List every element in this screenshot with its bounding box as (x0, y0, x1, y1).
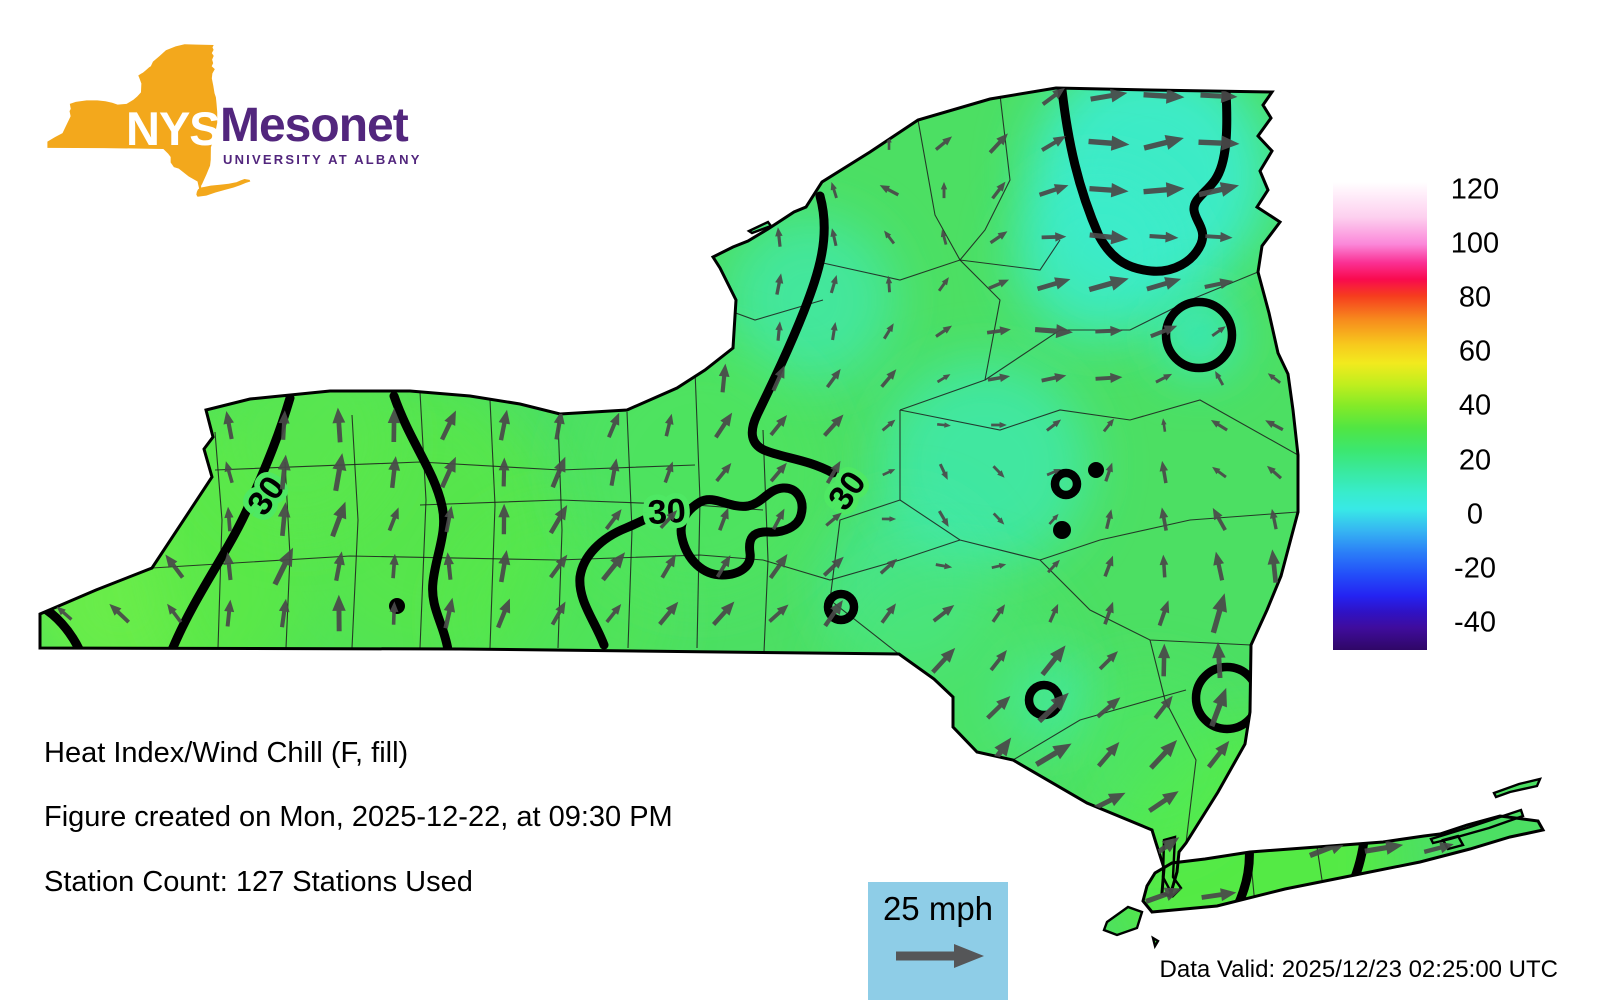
logo-mesonet-text: Mesonet (220, 99, 409, 152)
logo-university-text: UNIVERSITY AT ALBANY (223, 152, 422, 167)
figure-created-text: Figure created on Mon, 2025-12-22, at 09… (44, 801, 673, 833)
temperature-colorbar (1333, 182, 1427, 650)
svg-text:30: 30 (647, 492, 687, 533)
wind-reference-arrow-icon (896, 944, 984, 968)
wind-speed-legend: 25 mph (868, 882, 1008, 1000)
colorbar-tick-60: 60 (1458, 335, 1492, 368)
data-valid-timestamp: Data Valid: 2025/12/23 02:25:00 UTC (1159, 956, 1558, 983)
colorbar-tick-80: 80 (1458, 281, 1492, 314)
station-count-text: Station Count: 127 Stations Used (44, 866, 473, 898)
colorbar-tick-40: 40 (1458, 389, 1492, 422)
map-variable-title: Heat Index/Wind Chill (F, fill) (44, 737, 409, 769)
wind-speed-legend-label: 25 mph (882, 890, 994, 927)
colorbar-tick-0: 0 (1466, 498, 1484, 531)
colorbar-tick--20: -20 (1454, 552, 1496, 585)
logo-nys-text: NYS (126, 102, 221, 155)
colorbar-tick--40: -40 (1454, 606, 1496, 639)
ny-state-logo-shape-icon (0, 0, 400, 225)
colorbar-tick-20: 20 (1458, 444, 1492, 477)
colorbar-tick-100: 100 (1450, 227, 1500, 260)
colorbar-tick-120: 120 (1450, 173, 1500, 206)
